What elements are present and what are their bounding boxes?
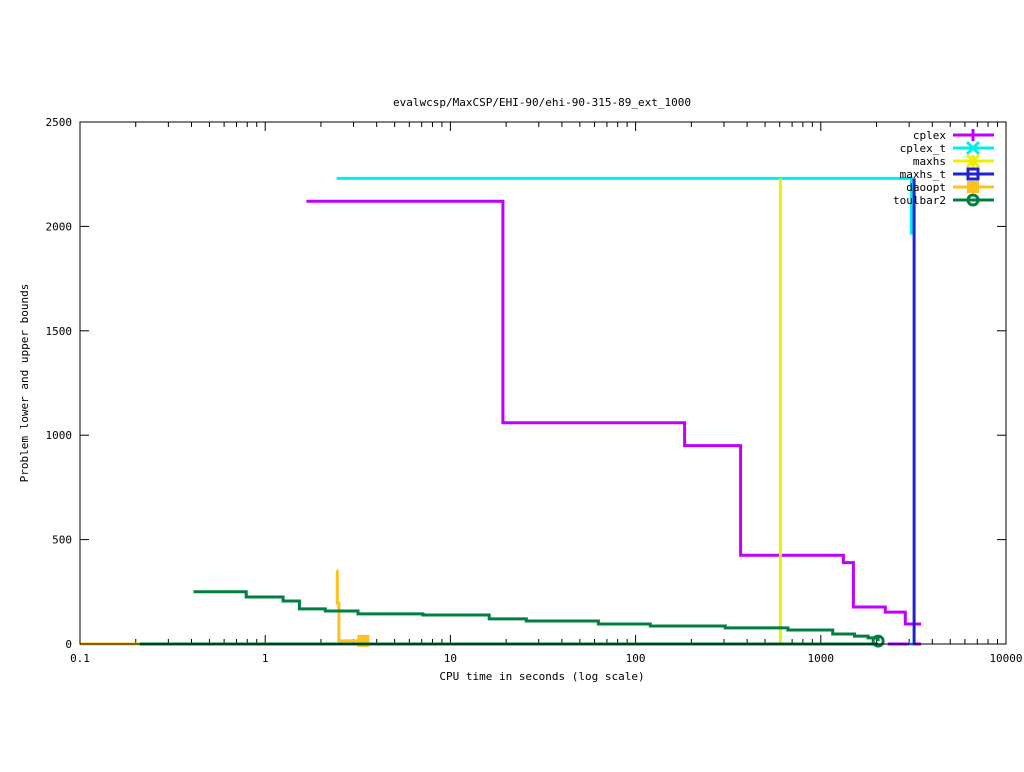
legend-marker-maxhs	[965, 153, 981, 169]
legend-label-maxhs_t: maxhs_t	[900, 168, 946, 181]
y-axis-label: Problem lower and upper bounds	[18, 284, 31, 483]
y-tick-label: 2000	[46, 220, 73, 233]
series-cplex	[306, 199, 922, 646]
x-axis-label: CPU time in seconds (log scale)	[439, 670, 644, 683]
legend-label-toulbar2: toulbar2	[893, 194, 946, 207]
y-tick-label: 0	[65, 638, 72, 651]
chart-title: evalwcsp/MaxCSP/EHI-90/ehi-90-315-89_ext…	[393, 96, 691, 109]
series-daoopt-upper-line	[335, 569, 364, 643]
series-toulbar2-end-marker	[871, 634, 885, 648]
x-tick-label: 10	[444, 652, 457, 665]
series-toulbar2	[139, 590, 885, 648]
legend-label-maxhs: maxhs	[913, 155, 946, 168]
plot-frame	[79, 121, 1007, 645]
x-tick-label: 1	[262, 652, 269, 665]
legend-label-cplex_t: cplex_t	[900, 142, 946, 155]
y-tick-label: 1500	[46, 325, 73, 338]
series-cplex-upper-line	[306, 199, 922, 626]
legend-label-cplex: cplex	[913, 129, 946, 142]
legend-marker-maxhs_t	[966, 167, 980, 181]
legend-marker-cplex	[967, 129, 979, 141]
x-tick-label: 0.1	[70, 652, 90, 665]
legend-marker-toulbar2	[966, 193, 980, 207]
series-cplex_t	[336, 176, 914, 646]
legend-marker-daoopt	[967, 181, 979, 193]
x-tick-label: 1000	[808, 652, 835, 665]
x-tick-label: 10000	[989, 652, 1022, 665]
y-tick-label: 1000	[46, 429, 73, 442]
y-tick-label: 500	[52, 534, 72, 547]
x-tick-label: 100	[626, 652, 646, 665]
series-toulbar2-upper-line	[193, 590, 880, 642]
legend-label-daoopt: daoopt	[906, 181, 946, 194]
legend-marker-cplex_t	[965, 140, 981, 156]
y-tick-label: 2500	[46, 116, 73, 129]
series-cplex_t-upper-line	[336, 176, 913, 235]
